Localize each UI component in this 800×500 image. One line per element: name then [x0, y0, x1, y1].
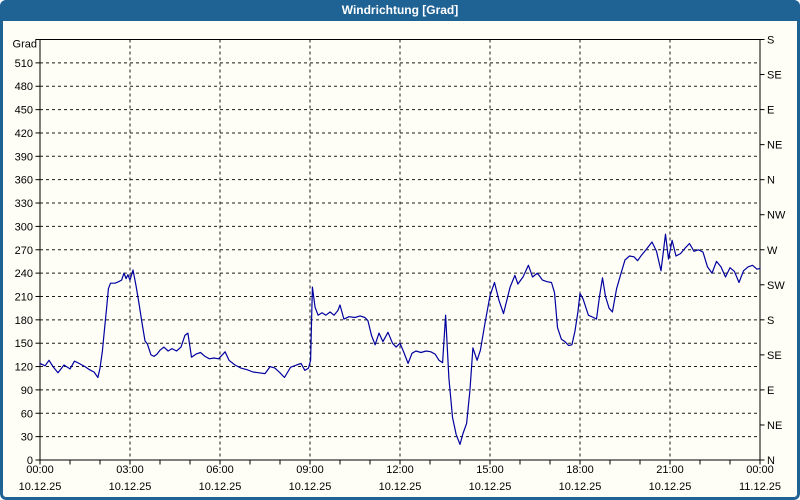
svg-text:N: N — [767, 175, 775, 187]
svg-text:30: 30 — [21, 432, 33, 444]
x-tick-date: 10.12.25 — [469, 481, 512, 493]
x-tick-time: 00:00 — [26, 464, 54, 476]
window-titlebar: Windrichtung [Grad] — [0, 0, 800, 21]
svg-text:330: 330 — [15, 198, 33, 210]
svg-text:E: E — [767, 105, 774, 117]
svg-text:W: W — [767, 245, 778, 257]
x-axis: 00:00 10.12.25 03:00 10.12.25 06:00 10.12.25 0… — [19, 460, 781, 493]
svg-text:SW: SW — [767, 280, 785, 292]
svg-text:60: 60 — [21, 408, 33, 420]
x-tick-date: 11.12.25 — [739, 481, 781, 493]
svg-text:NW: NW — [767, 210, 786, 222]
svg-text:NE: NE — [767, 140, 782, 152]
svg-text:510: 510 — [15, 58, 33, 70]
x-tick-time: 21:00 — [656, 464, 684, 476]
svg-text:0: 0 — [27, 455, 33, 467]
svg-text:S: S — [767, 35, 774, 47]
x-tick-time: 15:00 — [476, 464, 504, 476]
x-tick-date: 10.12.25 — [109, 481, 152, 493]
x-tick-date: 10.12.25 — [559, 481, 602, 493]
svg-text:360: 360 — [15, 175, 33, 187]
svg-text:E: E — [767, 385, 774, 397]
x-tick-date: 10.12.25 — [649, 481, 692, 493]
svg-text:S: S — [767, 315, 774, 327]
svg-text:90: 90 — [21, 385, 33, 397]
svg-text:420: 420 — [15, 128, 33, 140]
x-tick-time: 03:00 — [116, 464, 144, 476]
window-title: Windrichtung [Grad] — [341, 3, 459, 17]
svg-text:SE: SE — [767, 350, 782, 362]
x-tick-time: 06:00 — [206, 464, 234, 476]
svg-text:N: N — [767, 455, 775, 467]
x-tick-date: 10.12.25 — [379, 481, 422, 493]
svg-text:390: 390 — [15, 151, 33, 163]
x-tick-date: 10.12.25 — [289, 481, 332, 493]
svg-text:120: 120 — [15, 362, 33, 374]
y-axis-left: 0 30 60 90 120 150 180 210 240 270 300 330 360 390 420… — [13, 39, 40, 467]
x-tick-time: 12:00 — [386, 464, 414, 476]
svg-text:SE: SE — [767, 70, 782, 82]
x-tick-date: 10.12.25 — [19, 481, 62, 493]
svg-text:450: 450 — [15, 105, 33, 117]
svg-text:270: 270 — [15, 245, 33, 257]
y-axis-right: N NE E SE S SW W NW N NE E SE S — [760, 35, 786, 467]
svg-text:240: 240 — [15, 268, 33, 280]
y-axis-left-title: Grad — [13, 39, 37, 51]
gridlines — [40, 39, 760, 460]
svg-text:480: 480 — [15, 81, 33, 93]
x-tick-date: 10.12.25 — [199, 481, 242, 493]
svg-text:300: 300 — [15, 221, 33, 233]
x-tick-time: 00:00 — [746, 464, 774, 476]
svg-text:NE: NE — [767, 420, 782, 432]
svg-text:210: 210 — [15, 291, 33, 303]
wind-direction-line — [39, 233, 761, 445]
x-tick-time: 18:00 — [566, 464, 594, 476]
svg-text:180: 180 — [15, 315, 33, 327]
x-tick-time: 09:00 — [296, 464, 324, 476]
svg-text:150: 150 — [15, 338, 33, 350]
